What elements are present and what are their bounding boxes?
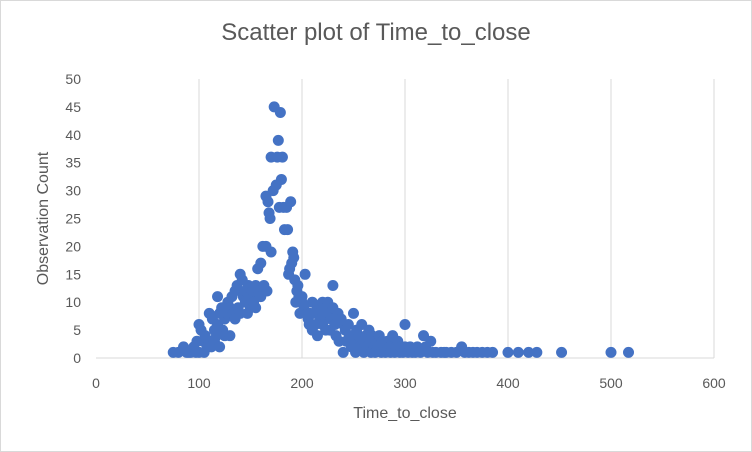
gridlines: [198, 79, 715, 358]
data-point: [487, 346, 499, 358]
y-tick-label: 45: [65, 99, 81, 115]
data-point: [285, 196, 297, 208]
data-point: [348, 307, 359, 319]
y-tick-label: 0: [73, 350, 81, 366]
data-point: [292, 279, 304, 291]
y-tick-label: 5: [73, 322, 81, 338]
y-tick-label: 25: [65, 211, 81, 227]
data-point: [282, 224, 294, 236]
data-point: [523, 346, 535, 358]
x-tick-label: 500: [599, 375, 623, 391]
y-tick-label: 20: [65, 238, 81, 254]
y-tick-label: 30: [65, 183, 81, 199]
data-point: [272, 134, 284, 146]
x-tick-label: 100: [187, 375, 211, 391]
data-point: [288, 252, 300, 264]
y-tick-label: 10: [65, 294, 81, 310]
data-point: [327, 279, 339, 291]
y-axis-title: Observation Count: [35, 151, 52, 285]
data-point: [264, 213, 276, 224]
x-tick-label: 300: [393, 375, 417, 391]
x-tick-label: 200: [290, 375, 314, 391]
data-point: [556, 346, 568, 358]
y-tick-label: 40: [65, 127, 81, 143]
data-point: [311, 330, 323, 342]
data-point: [512, 346, 524, 358]
data-point: [502, 346, 514, 358]
data-point: [425, 335, 437, 347]
x-tick-labels: 0 100 200 300 400 500 600: [92, 375, 726, 391]
y-tick-label: 35: [65, 155, 81, 171]
data-point: [261, 285, 273, 297]
data-point: [275, 173, 287, 185]
data-point: [299, 268, 311, 280]
data-point: [265, 246, 277, 258]
data-point: [250, 302, 262, 314]
data-point: [214, 341, 226, 353]
x-tick-label: 600: [702, 375, 726, 391]
data-point: [605, 346, 617, 358]
data-points: [167, 101, 635, 358]
data-point: [212, 291, 224, 303]
y-tick-label: 50: [65, 71, 81, 87]
y-tick-labels: 0 5 10 15 20 25 30 35 40 45 50: [65, 71, 81, 366]
data-point: [399, 319, 411, 331]
data-point: [623, 346, 635, 358]
data-point: [274, 106, 286, 118]
data-point: [255, 257, 267, 269]
chart-title: Scatter plot of Time_to_close: [221, 19, 531, 46]
data-point: [224, 330, 236, 342]
data-point: [337, 346, 349, 358]
data-point: [262, 196, 274, 208]
x-axis-title: Time_to_close: [353, 405, 457, 422]
y-tick-label: 15: [65, 266, 81, 282]
x-tick-label: 0: [92, 375, 100, 391]
data-point: [342, 319, 354, 331]
data-point: [276, 151, 288, 163]
x-tick-label: 400: [496, 375, 520, 391]
data-point: [531, 346, 543, 358]
